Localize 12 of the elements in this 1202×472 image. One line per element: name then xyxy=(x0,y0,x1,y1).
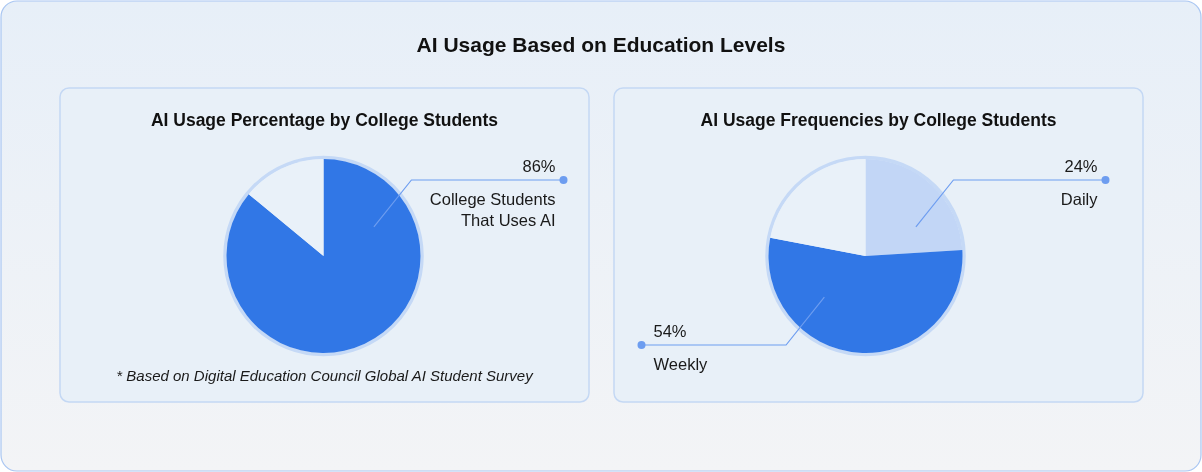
data-label: 24% xyxy=(1064,157,1098,175)
chart-title: AI Usage Frequencies by College Students xyxy=(700,110,1057,130)
slice-label: Weekly xyxy=(653,355,709,373)
data-label: 54% xyxy=(653,322,687,340)
text: AI Usage Based on Education Levels xyxy=(416,33,786,56)
pie-slice xyxy=(865,159,963,256)
text: * Based on Digital Education Council Global AI Student Survey xyxy=(116,367,535,384)
pie-slice xyxy=(768,237,963,353)
chart-title: AI Usage Percentage by College Students xyxy=(150,110,499,130)
slice-label: Daily xyxy=(1060,190,1099,208)
data-label: 86% xyxy=(522,157,556,175)
slice-label: College Students That Uses AI xyxy=(429,190,556,229)
